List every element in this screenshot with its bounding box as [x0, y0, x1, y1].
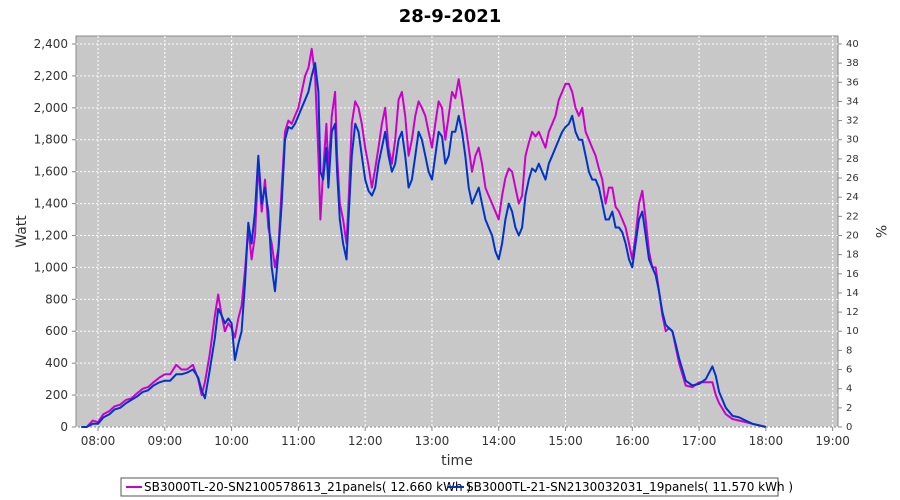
- y2-tick-label: 10: [846, 326, 859, 337]
- y2-tick-label: 28: [846, 154, 859, 165]
- x-tick-label: 10:00: [214, 434, 249, 448]
- series-layer: [81, 47, 767, 428]
- x-tick-label: 15:00: [548, 434, 583, 448]
- y2-tick-label: 40: [846, 39, 859, 50]
- axes: 02004006008001,0001,2001,4001,6001,8002,…: [34, 37, 859, 448]
- legend-label-1: SB3000TL-20-SN2100578613_21panels( 12.66…: [144, 480, 471, 494]
- y-tick-label: 0: [60, 420, 68, 434]
- y-tick-label: 2,000: [34, 101, 68, 115]
- y2-tick-label: 30: [846, 135, 859, 146]
- y2-tick-label: 0: [846, 422, 852, 433]
- y2-tick-label: 22: [846, 211, 859, 222]
- x-axis-title: time: [441, 453, 473, 469]
- y-axis-title: Watt: [14, 215, 30, 248]
- chart-title: 28-9-2021: [399, 6, 502, 27]
- y-tick-label: 200: [45, 388, 68, 402]
- y2-tick-label: 34: [846, 96, 859, 107]
- y2-tick-label: 2: [846, 403, 852, 414]
- y2-tick-label: 6: [846, 365, 852, 376]
- y2-tick-label: 36: [846, 77, 859, 88]
- grid: [76, 36, 838, 428]
- y2-tick-label: 16: [846, 269, 859, 280]
- y-tick-label: 600: [45, 324, 68, 338]
- y-tick-label: 1,000: [34, 260, 68, 274]
- y2-tick-label: 24: [846, 192, 859, 203]
- y-tick-label: 400: [45, 356, 68, 370]
- x-tick-label: 16:00: [615, 434, 650, 448]
- series-line-2: [81, 62, 767, 428]
- x-tick-label: 14:00: [481, 434, 516, 448]
- y2-axis-title: %: [872, 225, 888, 238]
- y-tick-label: 2,200: [34, 69, 68, 83]
- x-tick-label: 13:00: [415, 434, 450, 448]
- y2-tick-label: 32: [846, 116, 859, 127]
- x-tick-label: 08:00: [81, 434, 116, 448]
- legend-label-2: SB3000TL-21-SN2130032031_19panels( 11.57…: [466, 480, 793, 494]
- x-tick-label: 17:00: [682, 434, 717, 448]
- y2-tick-label: 4: [846, 384, 852, 395]
- y2-tick-label: 20: [846, 230, 859, 241]
- y-tick-label: 1,200: [34, 228, 68, 242]
- y-tick-label: 800: [45, 292, 68, 306]
- x-tick-label: 18:00: [749, 434, 784, 448]
- y2-tick-label: 12: [846, 307, 859, 318]
- y-tick-label: 2,400: [34, 37, 68, 51]
- y2-tick-label: 14: [846, 288, 859, 299]
- x-tick-label: 12:00: [348, 434, 383, 448]
- y-tick-label: 1,600: [34, 165, 68, 179]
- y-tick-label: 1,400: [34, 197, 68, 211]
- y2-tick-label: 38: [846, 58, 859, 69]
- plot-area: [75, 35, 839, 428]
- x-tick-label: 11:00: [281, 434, 316, 448]
- y2-tick-label: 18: [846, 250, 859, 261]
- y2-tick-label: 26: [846, 173, 859, 184]
- y2-tick-label: 8: [846, 345, 852, 356]
- x-tick-label: 09:00: [148, 434, 183, 448]
- y-tick-label: 1,800: [34, 133, 68, 147]
- legend: SB3000TL-20-SN2100578613_21panels( 12.66…: [120, 477, 793, 497]
- x-tick-label: 19:00: [815, 434, 850, 448]
